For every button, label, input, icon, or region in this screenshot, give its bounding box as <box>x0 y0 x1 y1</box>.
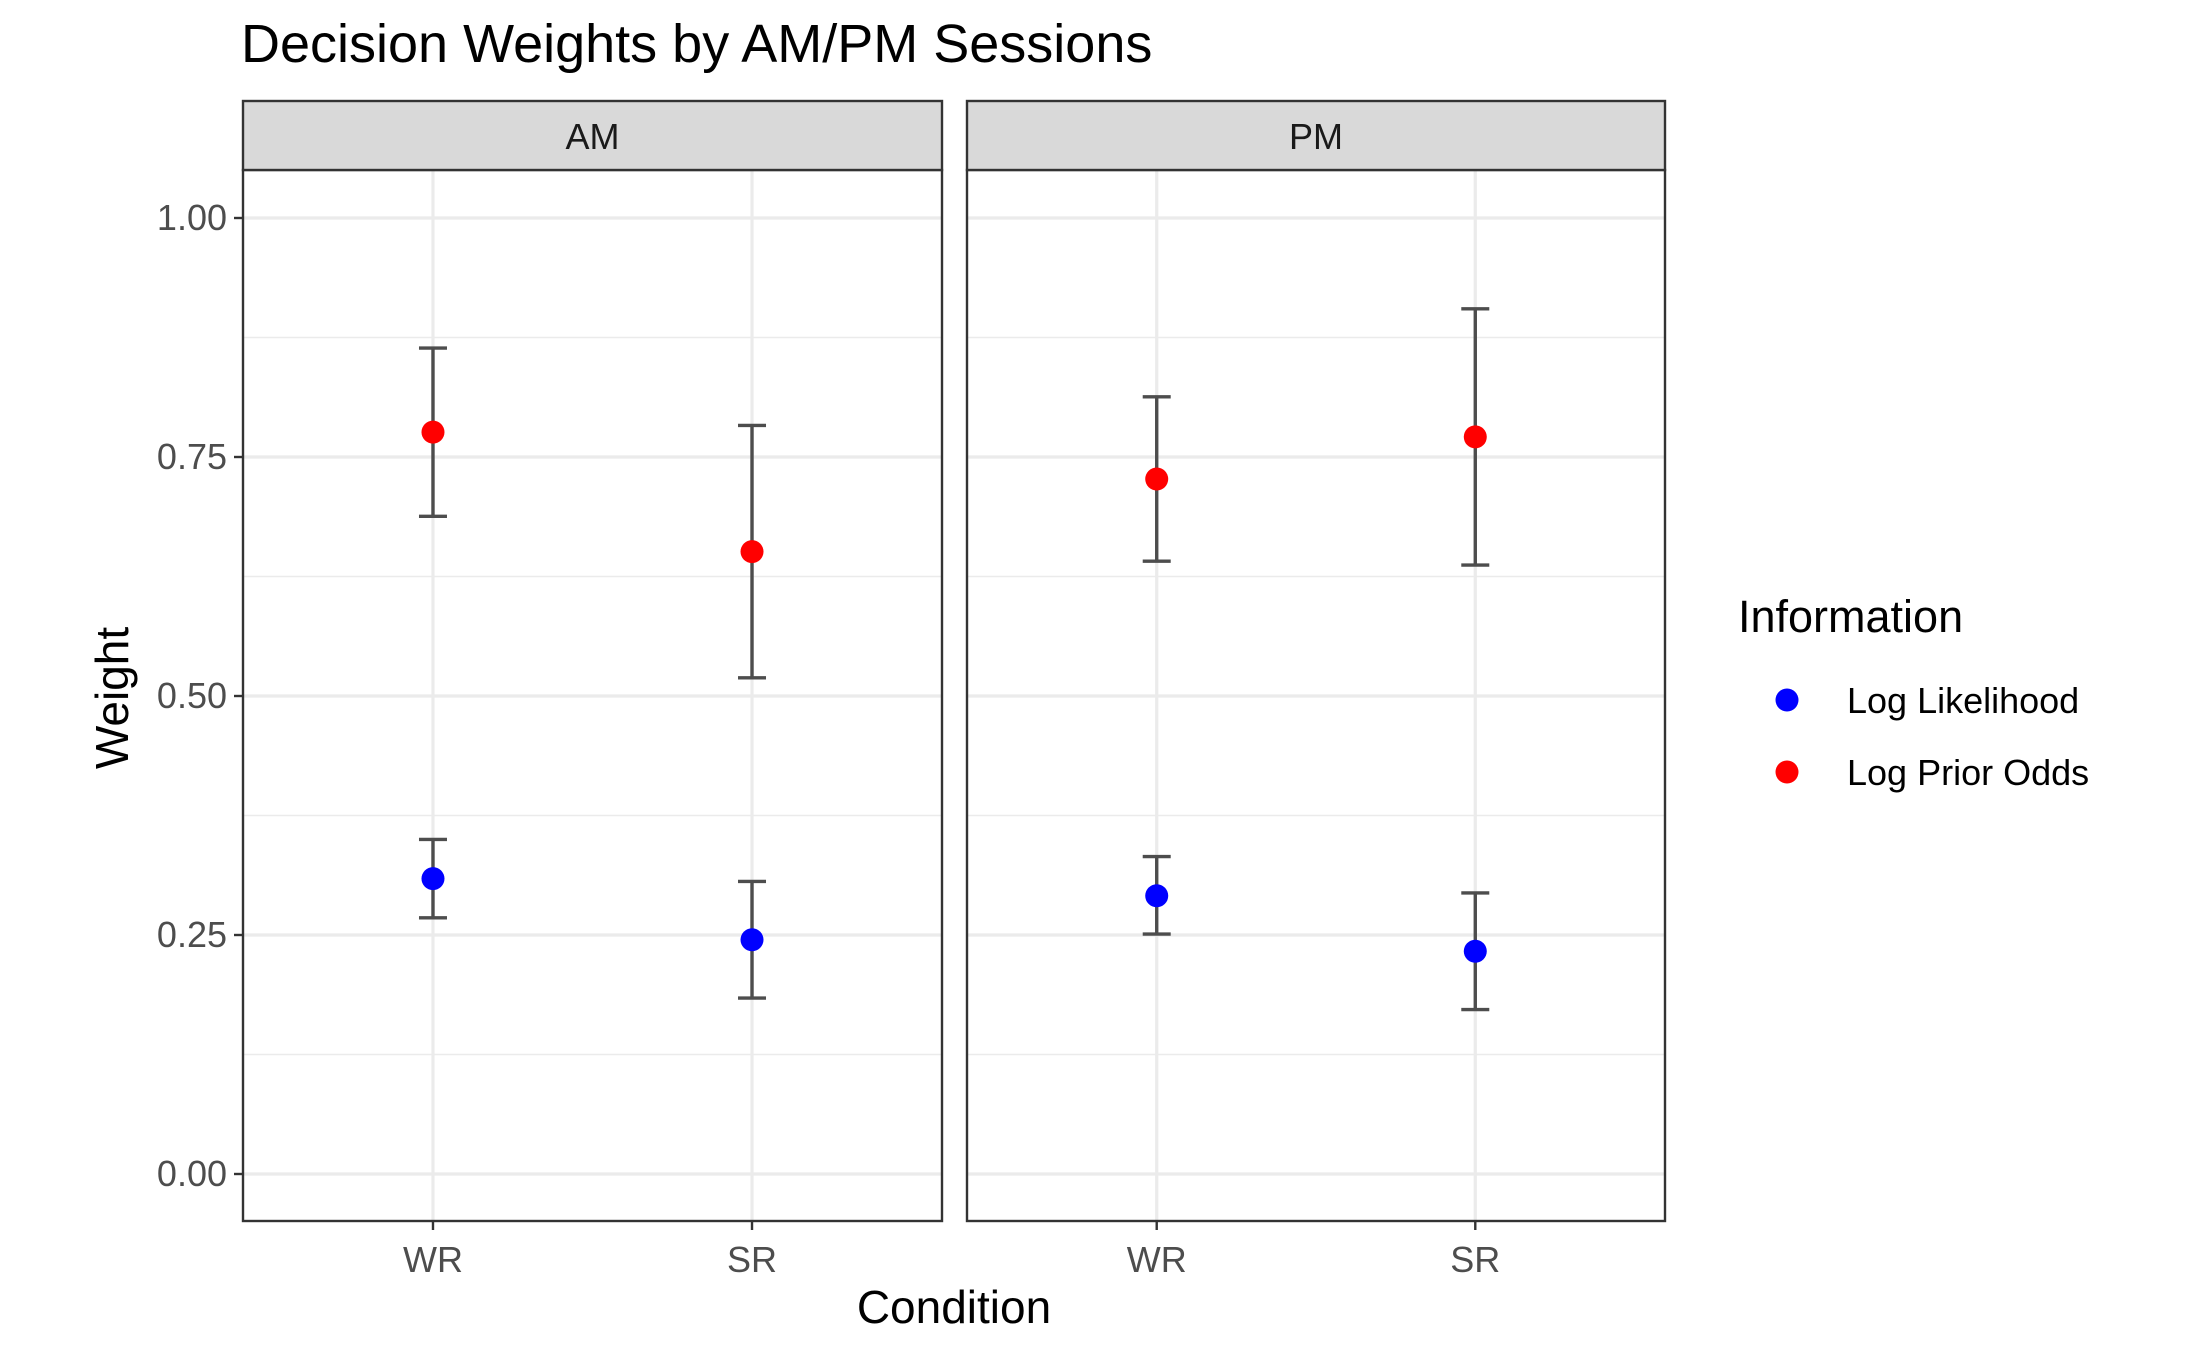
point-log-prior-odds-am-wr <box>421 420 445 444</box>
point-log-likelihood-pm-sr <box>1463 939 1487 963</box>
legend-label-log-prior-odds: Log Prior Odds <box>1847 752 2089 793</box>
panel-pm: PM <box>965 99 1667 1223</box>
point-log-prior-odds-pm-sr <box>1463 425 1487 449</box>
legend-label-log-likelihood: Log Likelihood <box>1847 680 2079 721</box>
legend-key-log-prior-odds <box>1775 760 1799 784</box>
y-axis-title: Weight <box>86 627 138 770</box>
strip-am <box>241 99 944 172</box>
y-tick-label-0-50: 0.50 <box>157 675 227 716</box>
x-tick-label-pm-wr: WR <box>1127 1239 1187 1280</box>
y-tick-label-0-00: 0.00 <box>157 1153 227 1194</box>
point-log-prior-odds-pm-wr <box>1145 467 1169 491</box>
y-tick-label-0-25: 0.25 <box>157 914 227 955</box>
x-axis-title: Condition <box>857 1281 1051 1333</box>
x-tick-label-am-wr: WR <box>403 1239 463 1280</box>
legend: Information Log Likelihood Log Prior Odds <box>1738 591 2089 793</box>
x-axis: WR SR WR SR <box>403 1221 1500 1280</box>
y-tick-label-0-75: 0.75 <box>157 436 227 477</box>
legend-key-log-likelihood <box>1775 688 1799 712</box>
x-tick-label-pm-sr: SR <box>1450 1239 1500 1280</box>
panels-layer: AM PM <box>241 99 1667 1223</box>
strip-label-pm: PM <box>1289 116 1343 157</box>
x-tick-label-am-sr: SR <box>727 1239 777 1280</box>
point-log-prior-odds-am-sr <box>740 540 764 564</box>
strip-label-am: AM <box>566 116 620 157</box>
legend-title: Information <box>1738 591 1963 642</box>
panel-am: AM <box>241 99 944 1223</box>
y-tick-label-1-00: 1.00 <box>157 197 227 238</box>
chart-title: Decision Weights by AM/PM Sessions <box>241 14 1152 74</box>
strip-pm <box>965 99 1667 172</box>
point-log-likelihood-pm-wr <box>1145 884 1169 908</box>
y-axis: 0.00 0.25 0.50 0.75 1.00 <box>157 197 243 1194</box>
point-log-likelihood-am-wr <box>421 867 445 891</box>
point-log-likelihood-am-sr <box>740 928 764 952</box>
